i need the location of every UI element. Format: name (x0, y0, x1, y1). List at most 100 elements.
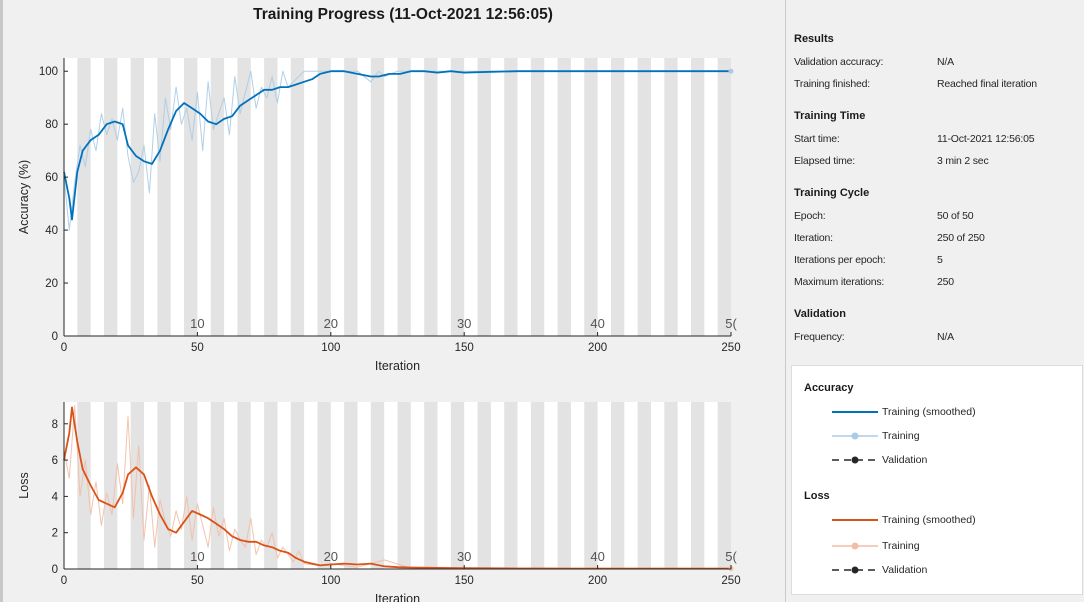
page-title: Training Progress (11-Oct-2021 12:56:05) (253, 6, 553, 23)
iteration-label: Iteration: (794, 232, 833, 244)
start-time-label: Start time: (794, 133, 840, 145)
accuracy-y-tick-label: 100 (39, 66, 58, 78)
window-left-edge (0, 0, 3, 602)
legend-accuracy-smoothed: Training (smoothed) (882, 406, 976, 418)
training-info-panel: Results Validation accuracy: N/A Trainin… (785, 0, 1084, 602)
loss-epoch-band (317, 402, 331, 569)
accuracy-epoch-band (264, 58, 278, 336)
legend-loss-validation: Validation (882, 564, 928, 576)
loss-x-tick-label: 0 (61, 575, 67, 587)
training-cycle-heading: Training Cycle (794, 187, 870, 199)
accuracy-y-tick-label: 80 (45, 119, 58, 131)
epoch-value: 50 of 50 (937, 210, 974, 222)
loss-epoch-band (690, 402, 705, 569)
loss-x-tick-label: 50 (191, 575, 204, 587)
loss-x-tick-label: 200 (588, 575, 607, 587)
loss-epoch-band (450, 402, 465, 569)
accuracy-epoch-band (370, 58, 385, 336)
loss-x-tick-label: 250 (721, 575, 740, 587)
accuracy-epoch-band (317, 58, 331, 336)
accuracy-x-tick-label: 250 (721, 342, 740, 354)
accuracy-epoch-band (77, 58, 91, 336)
accuracy-x-tick-label: 50 (191, 342, 204, 354)
loss-x-tick-label: 100 (321, 575, 340, 587)
plots-pane: Training Progress (11-Oct-2021 12:56:05)… (3, 0, 773, 602)
accuracy-plot: 10 20 30 40 5(0 50 100 150 200 250 0 20 40 60 80 100 Ite… (17, 58, 741, 373)
accuracy-x-tick-label: 100 (321, 342, 340, 354)
loss-epoch-label: 40 (590, 549, 604, 564)
loss-epoch-band (77, 402, 91, 569)
loss-epoch-band (370, 402, 385, 569)
loss-epoch-band (557, 402, 571, 569)
loss-epoch-band (130, 402, 145, 569)
loss-plot: 10 20 30 40 5(0 50 100 150 200 250 0 2 4 6 8 Iteration L… (17, 402, 741, 602)
loss-epoch-band (397, 402, 411, 569)
accuracy-series-training-smoothed (63, 70, 731, 221)
accuracy-epoch-label: 5( (725, 316, 737, 331)
loss-y-axis-label: Loss (17, 472, 31, 498)
loss-smoothed-swatch (832, 519, 878, 521)
accuracy-epoch-band (557, 58, 571, 336)
accuracy-epoch-band (184, 58, 198, 336)
loss-epoch-band (210, 402, 225, 569)
maximum-iterations-value: 250 (937, 276, 954, 288)
validation-accuracy-label: Validation accuracy: (794, 56, 884, 68)
accuracy-x-tick-label: 150 (455, 342, 474, 354)
accuracy-epoch-label: 30 (457, 316, 471, 331)
elapsed-time-value: 3 min 2 sec (937, 155, 989, 167)
accuracy-smoothed-swatch (832, 411, 878, 413)
loss-epoch-band (424, 402, 438, 569)
epoch-label: Epoch: (794, 210, 826, 222)
loss-epoch-band (344, 402, 358, 569)
accuracy-x-tick-label: 200 (588, 342, 607, 354)
accuracy-epoch-band (610, 58, 625, 336)
loss-x-axis-label: Iteration (375, 592, 420, 602)
accuracy-epoch-band (344, 58, 358, 336)
accuracy-epoch-band (637, 58, 651, 336)
accuracy-y-tick-label: 60 (45, 172, 58, 184)
accuracy-epoch-band (424, 58, 438, 336)
training-finished-label: Training finished: (794, 78, 870, 90)
loss-epoch-band (184, 402, 198, 569)
loss-epoch-band (530, 402, 545, 569)
accuracy-y-tick-label: 40 (45, 225, 58, 237)
loss-epoch-band (637, 402, 651, 569)
legend-accuracy-validation: Validation (882, 454, 928, 466)
frequency-label: Frequency: (794, 331, 845, 343)
accuracy-epoch-band (530, 58, 545, 336)
legend: Accuracy Training (smoothed) Training Va… (791, 365, 1083, 595)
loss-epoch-band (290, 402, 305, 569)
accuracy-series-training (63, 70, 731, 231)
legend-accuracy-heading: Accuracy (804, 382, 854, 394)
accuracy-epoch-band (690, 58, 705, 336)
loss-y-tick-label: 2 (52, 528, 58, 540)
loss-epoch-label: 30 (457, 549, 471, 564)
accuracy-x-tick-label: 0 (61, 342, 67, 354)
loss-epoch-band (610, 402, 625, 569)
accuracy-epoch-band (157, 58, 171, 336)
start-time-value: 11-Oct-2021 12:56:05 (937, 133, 1035, 145)
loss-series-training-smoothed (63, 406, 731, 570)
loss-epoch-band (237, 402, 251, 569)
loss-epoch-band (157, 402, 171, 569)
accuracy-epoch-band (717, 58, 731, 336)
maximum-iterations-label: Maximum iterations: (794, 276, 885, 288)
accuracy-y-axis-label: Accuracy (%) (17, 160, 31, 234)
loss-epoch-band (584, 402, 598, 569)
accuracy-epoch-band (210, 58, 225, 336)
accuracy-epoch-band (237, 58, 251, 336)
loss-training-swatch (832, 542, 878, 550)
accuracy-x-axis-label: Iteration (375, 359, 420, 373)
loss-epoch-band (477, 402, 491, 569)
elapsed-time-label: Elapsed time: (794, 155, 856, 167)
loss-epoch-band (664, 402, 678, 569)
validation-heading: Validation (794, 308, 846, 320)
accuracy-epoch-band (130, 58, 145, 336)
accuracy-epoch-band (450, 58, 465, 336)
training-finished-value: Reached final iteration (937, 78, 1037, 90)
accuracy-epoch-band (397, 58, 411, 336)
accuracy-y-tick-label: 20 (45, 278, 58, 290)
accuracy-epoch-band (504, 58, 518, 336)
accuracy-epoch-band (584, 58, 598, 336)
accuracy-epoch-band (290, 58, 305, 336)
